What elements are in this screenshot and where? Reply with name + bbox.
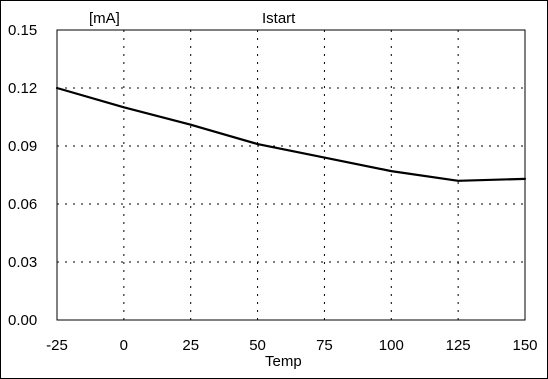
x-axis-label: Temp	[265, 353, 302, 370]
x-tick-label: 25	[182, 337, 199, 354]
x-tick-label: 100	[379, 337, 404, 354]
y-tick-label: 0.15	[8, 22, 37, 39]
x-tick-label: 75	[316, 337, 333, 354]
grid-layer	[57, 30, 525, 320]
series-line	[55, 86, 527, 182]
y-tick-label: 0.00	[8, 312, 37, 329]
x-tick-label: 0	[120, 337, 128, 354]
y-tick-label: 0.09	[8, 138, 37, 155]
point-layer	[56, 87, 526, 181]
x-tick-label: 150	[512, 337, 537, 354]
y-tick-label: 0.06	[8, 196, 37, 213]
y-tick-label: 0.03	[8, 254, 37, 271]
tick-layer: -25 0 25 50 75 100 125 150 0.00 0.03 0.06 0.09 0.12 0…	[8, 22, 538, 354]
x-tick-label: -25	[46, 337, 68, 354]
plot-frame	[56, 29, 526, 321]
x-tick-label: 125	[446, 337, 471, 354]
y-axis-label: [mA]	[89, 10, 120, 27]
y-tick-label: 0.12	[8, 80, 37, 97]
chart-title: Istart	[262, 10, 296, 27]
x-tick-label: 50	[249, 337, 266, 354]
